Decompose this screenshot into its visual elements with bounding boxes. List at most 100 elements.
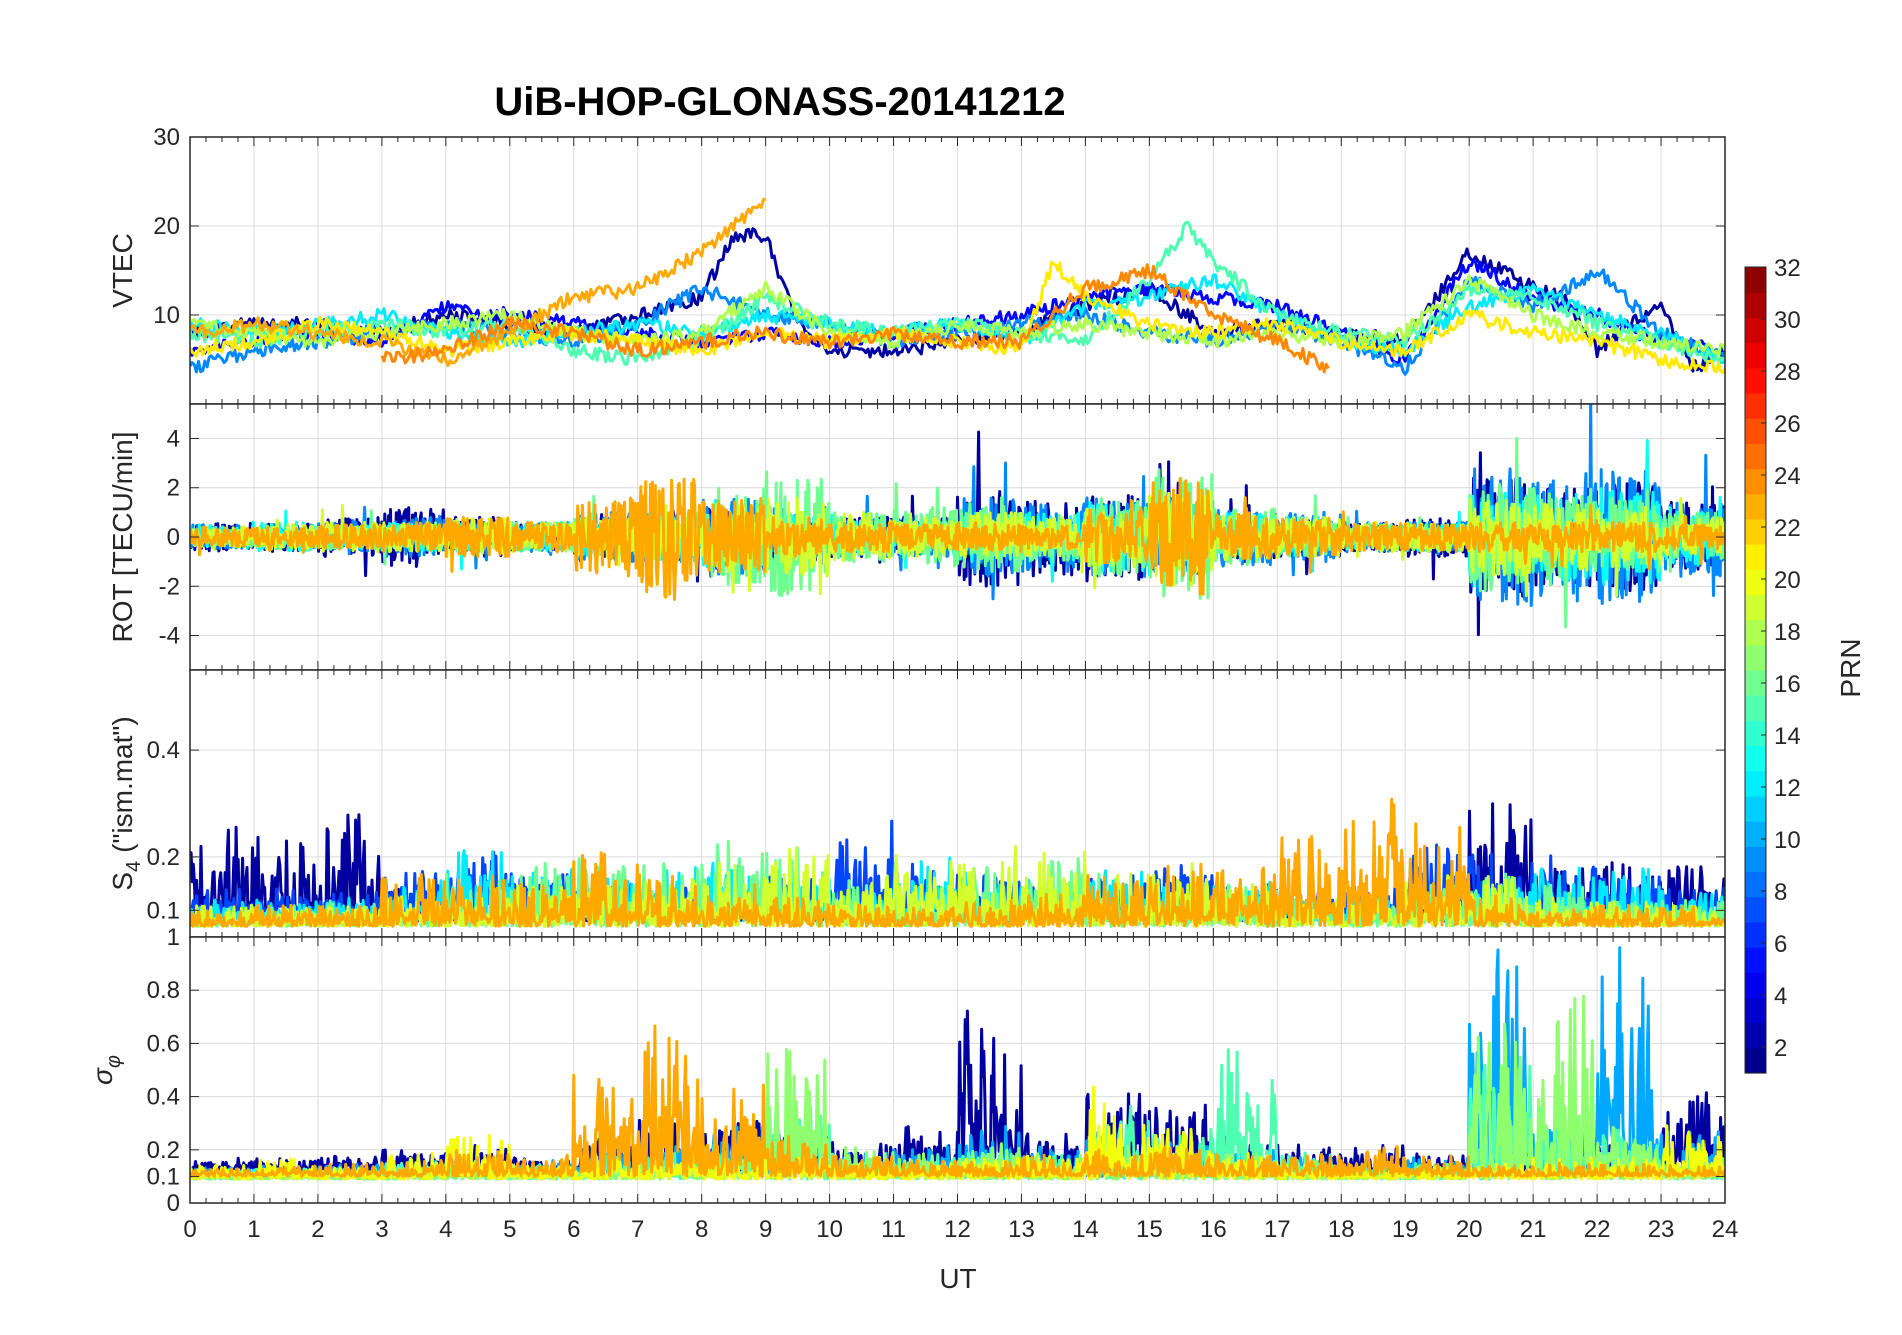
x-tick-label: 5 (503, 1216, 516, 1243)
colorbar-title: PRN (1835, 638, 1866, 697)
colorbar-tick-label: 26 (1774, 411, 1801, 438)
colorbar-segment (1745, 468, 1766, 495)
y-tick-label: 0.4 (147, 737, 180, 764)
x-tick-label: 20 (1456, 1216, 1483, 1243)
y-tick-label: 0.4 (147, 1084, 180, 1111)
colorbar-segment (1745, 367, 1766, 394)
y-tick-label: 4 (167, 425, 180, 452)
series-line-prn-21 (190, 260, 1725, 375)
chart-title: UiB-HOP-GLONASS-20141212 (494, 80, 1065, 124)
colorbar-segment (1745, 493, 1766, 520)
panel-vtec: 10 20 30 VTEC (107, 124, 1726, 405)
colorbar-segment (1745, 418, 1766, 444)
y-tick-label: 0 (167, 1190, 180, 1217)
colorbar-tick-label: 16 (1774, 671, 1801, 698)
colorbar-tick-label: 4 (1774, 983, 1787, 1010)
x-tick-label: 23 (1648, 1216, 1675, 1243)
colorbar-segment (1745, 795, 1766, 822)
colorbar-segment (1745, 342, 1766, 369)
colorbar-tick-label: 30 (1774, 307, 1801, 334)
colorbar-segment (1745, 720, 1766, 747)
y-axis-title-rest: ("ism.mat") (107, 716, 138, 853)
y-tick-label: 0.2 (147, 844, 180, 871)
colorbar-segment (1745, 1047, 1766, 1074)
y-axis-title: ROT [TECU/min] (107, 431, 138, 642)
x-tick-labels: 0 1 2 3 4 5 6 7 8 9 10 11 12 13 14 15 16 17 18 19 20 21 22 23 24 (183, 1216, 1738, 1243)
colorbar-frame (1744, 266, 1767, 1074)
colorbar-segment (1745, 392, 1766, 419)
colorbar-segment (1745, 619, 1766, 646)
x-tick-label: 4 (439, 1216, 452, 1243)
x-tick-label: 12 (944, 1216, 971, 1243)
colorbar-tick-label: 24 (1774, 463, 1801, 490)
y-axis-title: σφ (87, 1055, 125, 1085)
y-tick-label: 0.2 (147, 1137, 180, 1164)
series-group (190, 404, 1725, 637)
series-line-prn-24 (380, 263, 1330, 374)
colorbar-segment (1745, 821, 1766, 847)
colorbar-tick-label: 22 (1774, 515, 1801, 542)
colorbar-segment (1745, 896, 1766, 923)
y-tick-label: 20 (153, 213, 180, 240)
colorbar-tick-label: 14 (1774, 723, 1801, 750)
x-tick-label: 14 (1072, 1216, 1099, 1243)
colorbar-segment (1745, 670, 1766, 696)
series-line-prn-23 (190, 477, 1725, 601)
x-tick-label: 16 (1200, 1216, 1227, 1243)
colorbar-tick-label: 2 (1774, 1035, 1787, 1062)
colorbar-segment (1745, 518, 1766, 545)
colorbar-segment (1745, 267, 1766, 293)
y-tick-label: 0.6 (147, 1030, 180, 1057)
x-tick-label: 0 (183, 1216, 196, 1243)
x-tick-label: 19 (1392, 1216, 1419, 1243)
colorbar-segment (1745, 443, 1766, 470)
colorbar-segment (1745, 292, 1766, 318)
series-group (190, 797, 1725, 928)
series-group (190, 946, 1725, 1181)
y-tick-label: 0.1 (147, 897, 180, 924)
colorbar-segment (1745, 947, 1766, 973)
x-tick-label: 15 (1136, 1216, 1163, 1243)
colorbar-segment (1745, 871, 1766, 898)
series-line-prn-23 (190, 1024, 1725, 1178)
x-tick-label: 21 (1520, 1216, 1547, 1243)
panel-rot: -4 -2 0 2 4 ROT [TECU/min] (107, 403, 1726, 671)
y-axis-title-subscript: 4 (123, 861, 145, 872)
colorbar-segment (1745, 846, 1766, 873)
y-tick-label: 2 (167, 475, 180, 502)
y-tick-label: -2 (159, 573, 180, 600)
x-tick-label: 13 (1008, 1216, 1035, 1243)
colorbar-segment (1745, 569, 1766, 596)
series-line-prn-15 (190, 220, 1725, 366)
colorbar-segment (1745, 544, 1766, 570)
x-tick-label: 11 (881, 1216, 906, 1243)
x-tick-label: 9 (759, 1216, 772, 1243)
colorbar-segment (1745, 317, 1766, 344)
colorbar-segment (1745, 1022, 1766, 1049)
y-tick-label: -4 (159, 623, 180, 650)
y-axis-title-main: σ (87, 1067, 118, 1085)
colorbar-segment (1745, 997, 1766, 1024)
y-tick-label: 0 (167, 524, 180, 551)
x-tick-label: 7 (631, 1216, 644, 1243)
x-tick-label: 17 (1264, 1216, 1291, 1243)
panel-s4: 0.1 0.2 0.4 S4 ("ism.mat") (107, 669, 1726, 938)
y-tick-label: 0.8 (147, 977, 180, 1004)
x-tick-label: 22 (1584, 1216, 1611, 1243)
x-tick-label: 1 (247, 1216, 260, 1243)
colorbar-tick-label: 12 (1774, 775, 1801, 802)
y-axis-title-subscript: φ (103, 1055, 125, 1068)
colorbar-tick-label: 8 (1774, 879, 1787, 906)
colorbar-segment (1745, 770, 1766, 797)
x-tick-label: 18 (1328, 1216, 1355, 1243)
x-tick-label: 2 (311, 1216, 324, 1243)
colorbar-tick-label: 20 (1774, 567, 1801, 594)
colorbar-tick-label: 18 (1774, 619, 1801, 646)
x-axis-title: UT (939, 1263, 976, 1294)
y-axis-title-main: S (107, 872, 138, 891)
panel-sigma: 00.10.2 0.4 0.6 0.8 1 σφ (87, 924, 1726, 1217)
x-tick-label: 3 (375, 1216, 388, 1243)
x-tick-label: 6 (567, 1216, 580, 1243)
